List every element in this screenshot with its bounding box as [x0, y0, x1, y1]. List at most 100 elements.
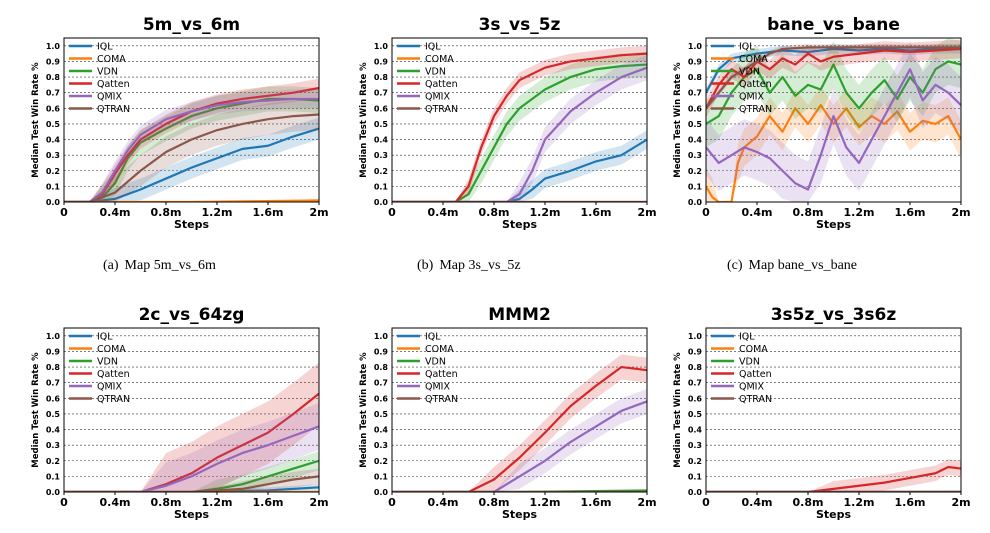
series-line-qatten: [392, 52, 647, 202]
y-tick-label: 0.4: [688, 426, 703, 435]
caption-b: (b) Map 3s_vs_5z: [417, 258, 521, 274]
band-qmix: [64, 402, 319, 492]
series-line-iql: [64, 127, 319, 202]
y-axis-label: Median Test Win Rate %: [359, 62, 369, 178]
y-tick-label: 0.6: [46, 394, 61, 403]
series-line-coma: [706, 104, 961, 202]
chart-title: bane_vs_bane: [767, 15, 900, 35]
y-tick-label: 0.3: [374, 151, 388, 160]
y-tick-label: 0.8: [688, 363, 703, 372]
legend-label-iql: IQL: [739, 42, 755, 53]
x-tick-label: 0.4m: [428, 496, 459, 509]
caption-a-label: (a): [103, 258, 119, 273]
y-axis-label: Median Test Win Rate %: [359, 352, 369, 468]
y-tick-label: 0.2: [374, 457, 388, 466]
x-tick-label: 0: [388, 496, 396, 509]
y-tick-label: 0.5: [374, 120, 389, 129]
x-tick-label: 0.8m: [479, 496, 510, 509]
series-line-iql: [64, 486, 319, 492]
y-tick-label: 0.9: [46, 57, 61, 66]
y-tick-label: 0.6: [688, 394, 703, 403]
y-axis-label: Median Test Win Rate %: [31, 352, 41, 468]
band-qmix: [706, 41, 961, 202]
y-tick-label: 0.7: [374, 379, 388, 388]
series-line-iql: [706, 47, 961, 94]
legend-label-vdn: VDN: [739, 357, 760, 368]
series-line-qmix: [64, 97, 319, 202]
x-axis-label: Steps: [816, 218, 852, 231]
plot-area: [392, 354, 647, 492]
legend-label-iql: IQL: [97, 42, 113, 53]
legend-label-coma: COMA: [425, 54, 454, 65]
y-tick-label: 0.7: [688, 89, 702, 98]
x-axis-label: Steps: [502, 508, 538, 521]
y-tick-label: 0.7: [688, 379, 702, 388]
x-tick-label: 1.6m: [253, 206, 284, 219]
y-tick-label: 0.8: [46, 73, 61, 82]
x-tick-label: 0.8m: [793, 496, 824, 509]
caption-c-label: (c): [727, 258, 743, 273]
y-tick-label: 0.8: [46, 363, 61, 372]
legend-label-coma: COMA: [425, 344, 454, 355]
legend-label-vdn: VDN: [97, 357, 118, 368]
y-tick-label: 0.3: [46, 441, 60, 450]
plot-area: [64, 78, 319, 202]
y-tick-label: 0.7: [46, 89, 60, 98]
legend-label-qatten: Qatten: [425, 79, 458, 90]
y-tick-label: 0.1: [46, 182, 61, 191]
y-tick-label: 1.0: [688, 332, 703, 341]
y-tick-label: 0.1: [374, 182, 389, 191]
legend-label-qatten: Qatten: [97, 79, 130, 90]
x-axis-label: Steps: [816, 508, 852, 521]
y-tick-label: 0.0: [688, 488, 703, 497]
y-tick-label: 0.9: [688, 347, 703, 356]
legend-label-qtran: QTRAN: [97, 394, 130, 405]
y-tick-label: 0.4: [46, 136, 61, 145]
band-qatten: [392, 45, 647, 202]
legend-label-coma: COMA: [97, 344, 126, 355]
band-qatten: [706, 39, 961, 118]
y-tick-label: 0.9: [688, 57, 703, 66]
y-axis-label: Median Test Win Rate %: [673, 352, 683, 468]
series-line-qmix: [392, 66, 647, 202]
legend-label-qmix: QMIX: [425, 382, 450, 393]
caption-c-text: Map bane_vs_bane: [748, 258, 858, 273]
x-tick-label: 0.8m: [479, 206, 510, 219]
band-qatten: [706, 459, 961, 492]
y-tick-label: 0.8: [374, 363, 389, 372]
y-tick-label: 1.0: [46, 42, 61, 51]
x-tick-label: 2m: [951, 496, 970, 509]
y-tick-label: 0.4: [46, 426, 61, 435]
y-tick-label: 1.0: [688, 42, 703, 51]
legend-label-qatten: Qatten: [739, 369, 772, 380]
x-tick-label: 1.2m: [844, 206, 875, 219]
chart-title: 3s5z_vs_3s6z: [771, 305, 897, 325]
y-tick-label: 0.3: [374, 441, 388, 450]
caption-c: (c) Map bane_vs_bane: [727, 258, 857, 274]
x-tick-label: 0.4m: [742, 496, 773, 509]
series-line-vdn: [392, 63, 647, 202]
legend-label-qmix: QMIX: [739, 382, 764, 393]
y-tick-label: 0.0: [46, 488, 61, 497]
y-tick-label: 0.3: [688, 151, 702, 160]
legend-label-qmix: QMIX: [97, 382, 122, 393]
legend-label-coma: COMA: [97, 54, 126, 65]
x-tick-label: 1.2m: [530, 206, 561, 219]
plot-area: [392, 45, 647, 202]
y-tick-label: 0.2: [374, 167, 388, 176]
y-tick-label: 0.5: [46, 120, 61, 129]
plot-area: [706, 38, 961, 202]
y-tick-label: 0.1: [688, 182, 703, 191]
legend-label-qtran: QTRAN: [739, 394, 772, 405]
y-tick-label: 0.1: [688, 472, 703, 481]
legend-label-qtran: QTRAN: [425, 394, 458, 405]
y-tick-label: 0.0: [688, 198, 703, 207]
band-vdn: [706, 38, 961, 148]
x-tick-label: 2m: [309, 496, 328, 509]
legend-label-qmix: QMIX: [97, 92, 122, 103]
x-tick-label: 1.6m: [581, 206, 612, 219]
